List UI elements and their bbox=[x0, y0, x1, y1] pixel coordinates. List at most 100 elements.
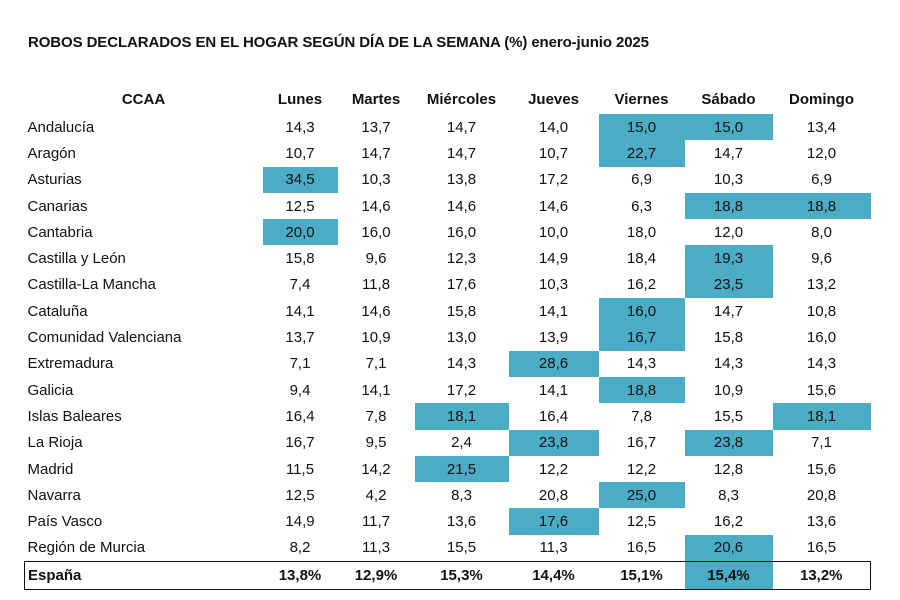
value-cell: 16,5 bbox=[626, 539, 657, 557]
value-cell: 14,9 bbox=[538, 250, 569, 268]
value-cell: 23,5 bbox=[684, 271, 773, 299]
table-row: Extremadura 7,1 7,1 14,3 28,6 14,3 14,3 14,3 bbox=[25, 350, 871, 377]
value-cell: 34,5 bbox=[262, 166, 338, 193]
value-cell: 14,3 bbox=[713, 355, 744, 373]
value-cell: 17,6 bbox=[508, 508, 599, 535]
value-cell: 14,6 bbox=[538, 197, 569, 215]
column-header-martes: Martes bbox=[351, 90, 401, 108]
value-cell: 14,0 bbox=[538, 118, 569, 136]
value-cell: 13,9 bbox=[538, 329, 569, 347]
value-cell: 14,1 bbox=[285, 302, 315, 320]
value-cell: 19,3 bbox=[684, 245, 773, 272]
value-cell: 12,3 bbox=[446, 250, 477, 268]
value-cell: 14,7 bbox=[446, 118, 477, 136]
value-cell: 10,9 bbox=[361, 329, 391, 347]
value-cell: 10,3 bbox=[361, 171, 391, 189]
value-cell: 14,3 bbox=[626, 355, 657, 373]
table-row: Aragón 10,7 14,7 14,7 10,7 22,7 14,7 12,0 bbox=[25, 140, 871, 167]
value-cell: 16,0 bbox=[446, 223, 477, 241]
value-cell: 18,8 bbox=[772, 192, 871, 220]
value-cell: 14,3 bbox=[285, 118, 315, 136]
value-cell: 16,5 bbox=[806, 539, 837, 557]
value-cell: 7,1 bbox=[365, 355, 387, 373]
value-cell: 14,3 bbox=[806, 355, 837, 373]
value-cell: 18,4 bbox=[626, 250, 657, 268]
value-cell: 12,5 bbox=[626, 513, 657, 531]
column-header-jueves: Jueves bbox=[528, 90, 579, 108]
value-cell: 11,8 bbox=[361, 276, 391, 294]
region-name: Madrid bbox=[27, 460, 74, 478]
region-name: Cantabria bbox=[27, 223, 93, 241]
value-cell: 15,0 bbox=[598, 114, 685, 141]
value-cell: 10,9 bbox=[713, 381, 744, 399]
value-cell: 20,8 bbox=[538, 486, 569, 504]
column-header-domingo: Domingo bbox=[789, 90, 854, 108]
value-cell: 28,6 bbox=[508, 350, 599, 377]
value-cell: 20,8 bbox=[806, 486, 837, 504]
value-cell: 6,3 bbox=[631, 197, 652, 215]
value-cell: 14,4% bbox=[508, 561, 599, 591]
value-cell: 13,7 bbox=[361, 118, 391, 136]
region-name: La Rioja bbox=[27, 434, 83, 452]
region-name: Navarra bbox=[27, 486, 81, 504]
column-header-ccaa: CCAA bbox=[121, 90, 166, 108]
column-header-lunes: Lunes bbox=[277, 90, 323, 108]
value-cell: 8,0 bbox=[811, 223, 832, 241]
table-title: ROBOS DECLARADOS EN EL HOGAR SEGÚN DÍA D… bbox=[28, 34, 649, 51]
region-name: Castilla-La Mancha bbox=[27, 276, 156, 294]
value-cell: 14,7 bbox=[713, 302, 744, 320]
value-cell: 14,2 bbox=[361, 460, 391, 478]
value-cell: 2,4 bbox=[451, 434, 472, 452]
table-row: País Vasco 14,9 11,7 13,6 17,6 12,5 16,2 13,6 bbox=[25, 508, 871, 535]
value-cell: 13,6 bbox=[446, 513, 477, 531]
value-cell: 8,3 bbox=[718, 486, 739, 504]
value-cell: 7,1 bbox=[811, 434, 832, 452]
column-header-miercoles: Miércoles bbox=[426, 90, 497, 108]
value-cell: 14,1 bbox=[361, 381, 391, 399]
region-name: Aragón bbox=[27, 144, 76, 162]
value-cell: 8,3 bbox=[451, 486, 472, 504]
table-row: Castilla-La Mancha 7,4 11,8 17,6 10,3 16,2 23,… bbox=[25, 271, 871, 299]
value-cell: 14,6 bbox=[446, 197, 477, 215]
table-row: La Rioja 16,7 9,5 2,4 23,8 16,7 23,8 7,1 bbox=[25, 429, 871, 456]
value-cell: 17,2 bbox=[446, 381, 477, 399]
value-cell: 7,8 bbox=[365, 407, 387, 425]
value-cell: 20,6 bbox=[684, 534, 773, 562]
table-row: Comunidad Valenciana 13,7 10,9 13,0 13,9 16,7… bbox=[25, 324, 871, 351]
value-cell: 9,4 bbox=[289, 381, 311, 399]
region-name: País Vasco bbox=[27, 513, 103, 531]
value-cell: 12,0 bbox=[806, 144, 837, 162]
value-cell: 13,8% bbox=[262, 561, 338, 591]
value-cell: 21,5 bbox=[414, 455, 509, 483]
value-cell: 13,7 bbox=[285, 329, 315, 347]
value-cell: 22,7 bbox=[598, 140, 685, 167]
region-name: Asturias bbox=[27, 171, 82, 189]
value-cell: 16,4 bbox=[538, 407, 569, 425]
value-cell: 11,3 bbox=[361, 539, 391, 557]
value-cell: 15,6 bbox=[806, 381, 837, 399]
value-cell: 16,7 bbox=[285, 434, 315, 452]
value-cell: 16,7 bbox=[598, 324, 685, 351]
value-cell: 10,8 bbox=[806, 302, 837, 320]
value-cell: 12,0 bbox=[713, 223, 744, 241]
value-cell: 10,3 bbox=[713, 171, 744, 189]
value-cell: 18,0 bbox=[626, 223, 657, 241]
table-row: Región de Murcia 8,2 11,3 15,5 11,3 16,5 20,6 1… bbox=[25, 534, 871, 562]
value-cell: 17,6 bbox=[446, 276, 477, 294]
value-cell: 14,6 bbox=[361, 302, 391, 320]
value-cell: 12,9% bbox=[337, 561, 415, 591]
region-name: Andalucía bbox=[27, 118, 95, 136]
column-header-sabado: Sábado bbox=[701, 90, 756, 108]
value-cell: 15,8 bbox=[446, 302, 477, 320]
value-cell: 16,7 bbox=[626, 434, 657, 452]
value-cell: 14,1 bbox=[538, 381, 569, 399]
value-cell: 10,3 bbox=[538, 276, 569, 294]
region-name: Región de Murcia bbox=[27, 539, 146, 557]
region-name: Galicia bbox=[27, 381, 74, 399]
table-row: Galicia 9,4 14,1 17,2 14,1 18,8 10,9 15,6 bbox=[25, 376, 871, 404]
value-cell: 14,3 bbox=[446, 355, 477, 373]
value-cell: 23,8 bbox=[684, 429, 773, 456]
value-cell: 14,9 bbox=[285, 513, 315, 531]
table-row: Andalucía 14,3 13,7 14,7 14,0 15,0 15,0 13,4 bbox=[25, 114, 871, 141]
value-cell: 13,2 bbox=[806, 276, 837, 294]
